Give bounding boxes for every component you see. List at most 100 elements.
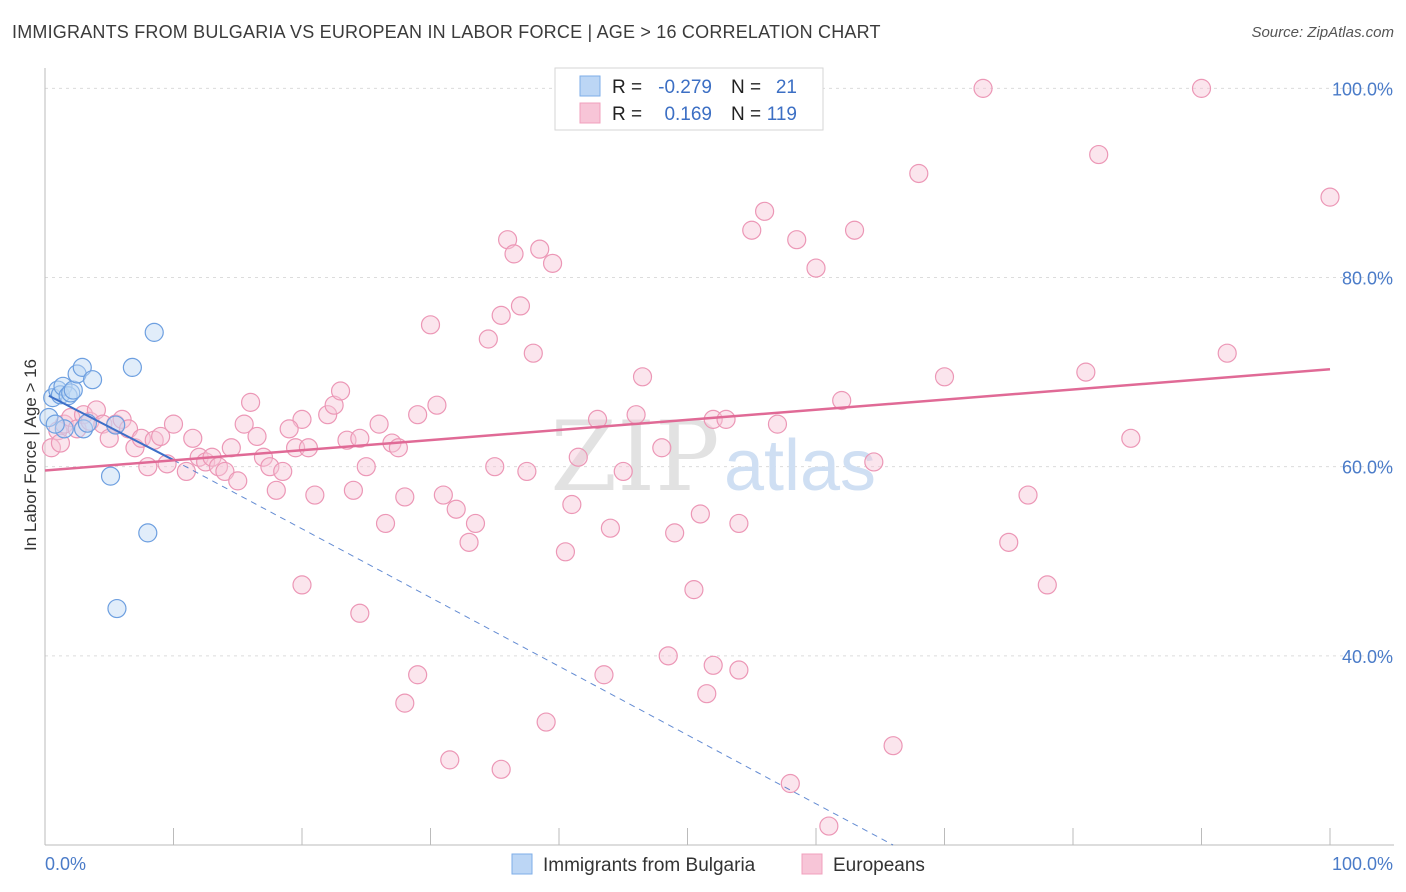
europeans-point [324,395,344,415]
europeans-point [632,367,653,387]
europeans-point [350,603,370,623]
europeans-point [697,684,717,704]
europeans-point [1217,343,1237,363]
bulgaria-point [53,376,73,396]
europeans-point [665,523,685,543]
europeans-point [138,457,158,477]
europeans-point [485,457,505,477]
bulgaria-trend-extrapolated [173,459,894,846]
watermark: ZIP atlas [550,401,876,513]
europeans-point [260,457,280,477]
europeans-point [408,665,428,685]
europeans-point [176,461,196,482]
europeans-point [819,816,839,836]
series-label-bulgaria: Immigrants from Bulgaria [543,855,756,876]
watermark-atlas: atlas [724,426,876,506]
europeans-point [780,773,800,794]
y-tick-labels: 40.0% 60.0% 80.0% 100.0% [1332,79,1393,666]
europeans-point [330,381,351,401]
correlation-legend: R = -0.279 N = 21 R = 0.169 N = 119 [554,67,824,131]
europeans-point [832,390,852,411]
europeans-point [465,513,486,534]
europeans-point [318,405,338,425]
legend-n-label-1: N = [731,77,761,98]
europeans-point [909,163,929,184]
trend-lines [44,368,1331,846]
legend-swatch-pink [579,102,601,124]
bulgaria-point [54,419,74,439]
europeans-point [600,518,621,538]
europeans-point [420,315,441,335]
europeans-point [716,409,736,429]
series-swatch-europeans [801,853,823,875]
europeans-point [446,499,466,519]
europeans-point [767,414,788,434]
bulgaria-point [138,523,158,543]
bulgaria-point [45,414,65,434]
europeans-point [350,428,370,448]
europeans-point [504,244,524,264]
bulgaria-points [39,322,164,619]
europeans-point [517,461,537,482]
series-legend: Immigrants from Bulgaria Europeans [511,853,925,876]
bulgaria-point [77,413,98,433]
europeans-point [536,712,556,732]
europeans-point [864,452,884,472]
europeans-point [568,447,588,467]
europeans-point [215,461,235,482]
europeans-point [510,296,531,316]
legend-r-value-2: 0.169 [664,104,712,125]
europeans-point [266,480,286,500]
europeans-point [626,405,646,425]
europeans-point [1018,485,1038,505]
europeans-point [151,426,171,447]
europeans-point [228,471,248,491]
legend-r-label-1: R = [612,77,642,98]
europeans-point [292,409,312,429]
europeans-point [356,457,376,477]
europeans-point [1037,575,1057,595]
europeans-point [478,329,498,349]
europeans-point [292,575,312,595]
europeans-point [1320,187,1340,207]
europeans-trend-line [44,368,1331,472]
europeans-point [298,438,319,458]
bulgaria-point [100,466,121,486]
legend-r-label-2: R = [612,104,642,125]
europeans-point [343,480,363,500]
europeans-point [742,220,762,240]
series-label-europeans: Europeans [833,855,925,876]
europeans-point [395,487,415,507]
europeans-point [555,542,576,562]
source-credit: Source: ZipAtlas.com [1251,24,1394,41]
legend-r-value-1: -0.279 [658,77,712,98]
europeans-point [241,392,261,412]
europeans-point [273,461,293,482]
europeans-point [433,485,453,505]
bulgaria-point [122,357,142,377]
europeans-point [973,78,993,98]
axes [44,68,1394,846]
gridlines [45,87,1394,657]
y-axis-label: In Labor Force | Age > 16 [21,359,40,551]
europeans-point [787,230,807,250]
europeans-point [587,409,608,429]
legend-n-label-2: N = [731,104,761,125]
europeans-point [50,433,71,453]
series-swatch-bulgaria [511,853,533,875]
europeans-point [305,485,325,505]
europeans-point [86,400,107,420]
y-tick-label: 100.0% [1332,79,1393,99]
bulgaria-point [106,415,126,435]
legend-n-value-2: 119 [767,104,797,125]
europeans-point [491,305,511,325]
europeans-point [934,367,955,387]
europeans-point [883,736,903,756]
bulgaria-point [63,380,83,400]
europeans-point [613,461,633,482]
legend-swatch-blue [579,75,601,97]
bulgaria-point [144,322,164,342]
x-tick-label: 100.0% [1332,854,1393,874]
europeans-point [279,419,299,439]
